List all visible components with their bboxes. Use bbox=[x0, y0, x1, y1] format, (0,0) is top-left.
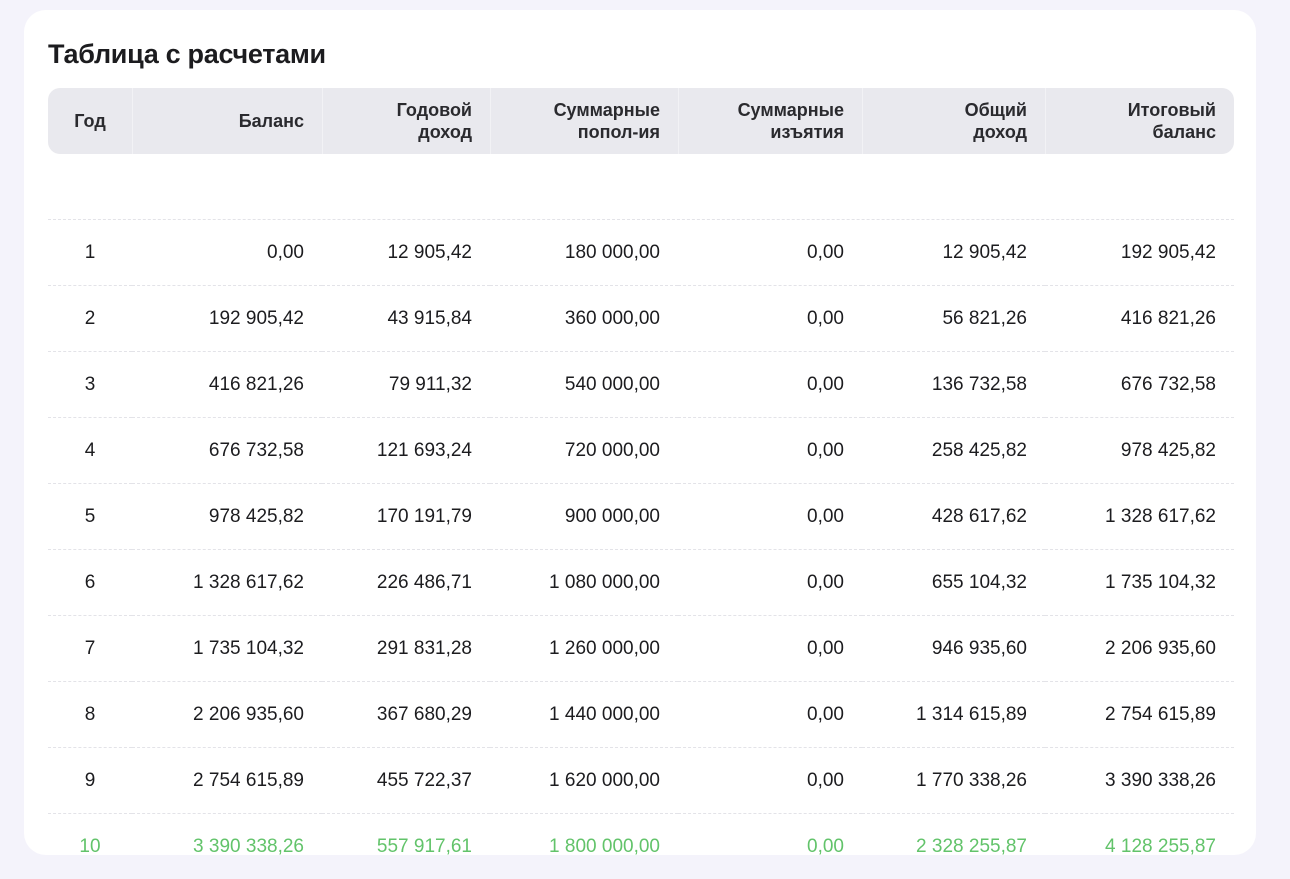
cell-total-deposits: 1 800 000,00 bbox=[549, 835, 660, 857]
cell-balance: 676 732,58 bbox=[132, 418, 322, 484]
cell-final-balance: 2 206 935,60 bbox=[1045, 616, 1234, 682]
cell-annual-income: 79 911,32 bbox=[322, 352, 490, 418]
cell-final-balance: 676 732,58 bbox=[1045, 352, 1234, 418]
cell-year: 1 bbox=[48, 220, 132, 286]
cell-total-income: 12 905,42 bbox=[862, 220, 1045, 286]
cell-balance: 0,00 bbox=[132, 220, 322, 286]
table-row: 10 3 390 338,26 557 917,61 1 800 000,00 0,00… bbox=[48, 814, 1234, 879]
cell-annual-income: 557 917,61 bbox=[376, 835, 472, 857]
cell-year: 9 bbox=[48, 748, 132, 814]
cell-total-income: 1 770 338,26 bbox=[862, 748, 1045, 814]
table-row: 4 676 732,58 121 693,24 720 000,00 0,00 258 4… bbox=[48, 418, 1234, 484]
cell-balance: 416 821,26 bbox=[132, 352, 322, 418]
cell-total-income: 258 425,82 bbox=[862, 418, 1045, 484]
cell-year: 10 bbox=[79, 835, 101, 857]
card-title: Таблица с расчетами bbox=[48, 39, 326, 69]
cell-total-deposits: 1 620 000,00 bbox=[490, 748, 678, 814]
cell-total-withdrawals: 0,00 bbox=[678, 352, 862, 418]
cell-final-balance: 1 735 104,32 bbox=[1045, 550, 1234, 616]
cell-total-withdrawals: 0,00 bbox=[678, 550, 862, 616]
header-total-withdrawals: Суммарные изъятия bbox=[678, 88, 862, 154]
cell-total-deposits: 360 000,00 bbox=[490, 286, 678, 352]
cell-total-withdrawals: 0,00 bbox=[678, 484, 862, 550]
cell-year: 3 bbox=[48, 352, 132, 418]
cell-final-balance: 978 425,82 bbox=[1045, 418, 1234, 484]
calculation-table-card: Таблица с расчетами Год Баланс Годовой д bbox=[24, 10, 1256, 857]
cell-balance: 1 735 104,32 bbox=[132, 616, 322, 682]
cell-year: 8 bbox=[48, 682, 132, 748]
cell-final-balance: 4 128 255,87 bbox=[1105, 835, 1216, 857]
cell-total-deposits: 720 000,00 bbox=[490, 418, 678, 484]
cell-annual-income: 367 680,29 bbox=[322, 682, 490, 748]
cell-year: 5 bbox=[48, 484, 132, 550]
cell-balance: 2 754 615,89 bbox=[132, 748, 322, 814]
cell-total-deposits: 900 000,00 bbox=[490, 484, 678, 550]
cell-final-balance: 1 328 617,62 bbox=[1045, 484, 1234, 550]
table-header-row: Год Баланс Годовой доход Суммарные попол… bbox=[48, 88, 1234, 154]
cell-final-balance: 416 821,26 bbox=[1045, 286, 1234, 352]
table-body: 1 0,00 12 905,42 180 000,00 0,00 12 905,42 192… bbox=[48, 154, 1234, 879]
cell-year: 6 bbox=[48, 550, 132, 616]
cell-balance: 2 206 935,60 bbox=[132, 682, 322, 748]
cell-total-withdrawals: 0,00 bbox=[678, 418, 862, 484]
cell-total-income: 428 617,62 bbox=[862, 484, 1045, 550]
cell-total-deposits: 1 260 000,00 bbox=[490, 616, 678, 682]
cell-total-income: 655 104,32 bbox=[862, 550, 1045, 616]
cell-final-balance: 2 754 615,89 bbox=[1045, 682, 1234, 748]
cell-year: 7 bbox=[48, 616, 132, 682]
cell-annual-income: 43 915,84 bbox=[322, 286, 490, 352]
cell-annual-income: 121 693,24 bbox=[322, 418, 490, 484]
cell-year: 4 bbox=[48, 418, 132, 484]
cell-total-deposits: 180 000,00 bbox=[490, 220, 678, 286]
cell-total-withdrawals: 0,00 bbox=[678, 220, 862, 286]
calculation-table: Год Баланс Годовой доход Суммарные попол… bbox=[48, 88, 1234, 879]
header-total-income: Общий доход bbox=[862, 88, 1045, 154]
header-total-deposits: Суммарные попол-ия bbox=[490, 88, 678, 154]
cell-balance: 3 390 338,26 bbox=[193, 835, 304, 857]
header-final-balance: Итоговый баланс bbox=[1045, 88, 1234, 154]
cell-annual-income: 291 831,28 bbox=[322, 616, 490, 682]
cell-balance: 192 905,42 bbox=[132, 286, 322, 352]
cell-final-balance: 192 905,42 bbox=[1045, 220, 1234, 286]
cell-total-income: 56 821,26 bbox=[862, 286, 1045, 352]
cell-total-income: 2 328 255,87 bbox=[916, 835, 1027, 857]
cell-total-withdrawals: 0,00 bbox=[678, 682, 862, 748]
header-balance: Баланс bbox=[132, 88, 322, 154]
table-row: 1 0,00 12 905,42 180 000,00 0,00 12 905,42 192… bbox=[48, 220, 1234, 286]
table-row: 3 416 821,26 79 911,32 540 000,00 0,00 136 73… bbox=[48, 352, 1234, 418]
cell-total-income: 946 935,60 bbox=[862, 616, 1045, 682]
cell-total-withdrawals: 0,00 bbox=[678, 616, 862, 682]
header-annual-income: Годовой доход bbox=[322, 88, 490, 154]
cell-total-deposits: 540 000,00 bbox=[490, 352, 678, 418]
cell-balance: 978 425,82 bbox=[132, 484, 322, 550]
cell-annual-income: 12 905,42 bbox=[322, 220, 490, 286]
cell-final-balance: 3 390 338,26 bbox=[1045, 748, 1234, 814]
table-row: 5 978 425,82 170 191,79 900 000,00 0,00 428 6… bbox=[48, 484, 1234, 550]
cell-annual-income: 170 191,79 bbox=[322, 484, 490, 550]
cell-year: 2 bbox=[48, 286, 132, 352]
cell-annual-income: 455 722,37 bbox=[322, 748, 490, 814]
cell-balance: 1 328 617,62 bbox=[132, 550, 322, 616]
header-year: Год bbox=[48, 88, 132, 154]
cell-total-withdrawals: 0,00 bbox=[678, 748, 862, 814]
cell-total-deposits: 1 440 000,00 bbox=[490, 682, 678, 748]
cell-annual-income: 226 486,71 bbox=[322, 550, 490, 616]
cell-total-withdrawals: 0,00 bbox=[807, 835, 844, 857]
header-spacer bbox=[48, 154, 1234, 220]
table-row: 2 192 905,42 43 915,84 360 000,00 0,00 56 821… bbox=[48, 286, 1234, 352]
cell-total-deposits: 1 080 000,00 bbox=[490, 550, 678, 616]
cell-total-income: 136 732,58 bbox=[862, 352, 1045, 418]
cell-total-withdrawals: 0,00 bbox=[678, 286, 862, 352]
cell-total-income: 1 314 615,89 bbox=[862, 682, 1045, 748]
